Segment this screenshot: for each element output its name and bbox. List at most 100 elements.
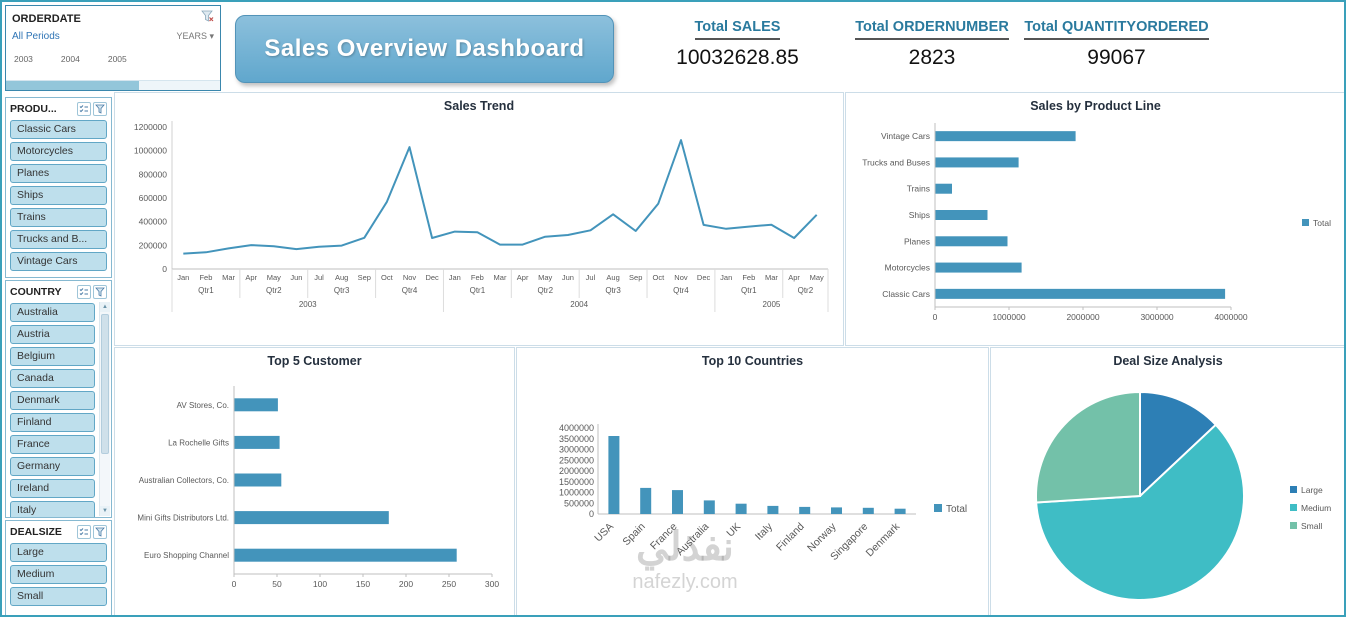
top-10-countries-bar-chart: 0500000100000015000002000000250000030000… <box>559 423 967 563</box>
kpi-total-ordernumber-label: Total ORDERNUMBER <box>855 19 1009 40</box>
slicer-item[interactable]: Medium <box>10 565 107 584</box>
svg-text:Nov: Nov <box>674 273 688 282</box>
svg-text:AV Stores, Co.: AV Stores, Co. <box>177 401 229 410</box>
svg-text:Apr: Apr <box>788 273 800 282</box>
slicer-dealsize: DEALSIZE Large Medium Small <box>5 520 112 615</box>
slicer-productline-items: Classic Cars Motorcycles Planes Ships Trains… <box>6 118 111 277</box>
slicer-item[interactable]: Denmark <box>10 391 95 410</box>
svg-text:Qtr3: Qtr3 <box>334 286 350 295</box>
scrollbar[interactable]: ▲ ▼ <box>99 302 110 516</box>
sales-trend-line-chart: 0 200000 400000 600000 800000 1000000 1200000 J… <box>134 121 829 312</box>
svg-text:Jun: Jun <box>290 273 302 282</box>
slicer-item[interactable]: Ships <box>10 186 107 205</box>
scroll-thumb[interactable] <box>101 314 109 454</box>
svg-text:4000000: 4000000 <box>1214 312 1247 322</box>
svg-text:3000000: 3000000 <box>1140 312 1173 322</box>
svg-text:500000: 500000 <box>564 498 594 508</box>
clear-filter-icon[interactable] <box>93 101 107 116</box>
slicer-item[interactable]: Planes <box>10 164 107 183</box>
svg-text:Finland: Finland <box>774 521 807 554</box>
timeline-year-2004[interactable]: 2004 <box>60 54 80 64</box>
svg-text:Feb: Feb <box>199 273 212 282</box>
kpi-total-sales: Total SALES 10032628.85 <box>650 18 825 70</box>
slicer-item[interactable]: Australia <box>10 303 95 322</box>
svg-text:Planes: Planes <box>904 236 930 246</box>
clear-filter-icon[interactable] <box>201 10 214 28</box>
chart-title-sales-by-product-line: Sales by Product Line <box>1030 99 1161 113</box>
top-5-customer-bar-chart: AV Stores, Co. La Rochelle Gifts Australia… <box>137 386 499 589</box>
kpi-total-ordernumber: Total ORDERNUMBER 2823 <box>842 18 1022 70</box>
svg-text:USA: USA <box>592 521 616 545</box>
panel-sales-trend: Sales Trend 0 200000 400000 600000 800000 100… <box>114 92 844 346</box>
page-title: Sales Overview Dashboard <box>264 35 585 62</box>
timeline-granularity-value: YEARS <box>176 31 207 41</box>
slicer-productline: PRODU... Classic Cars Motorcycles Planes Sh… <box>5 97 112 278</box>
multi-select-icon[interactable] <box>77 524 91 539</box>
svg-text:Mini Gifts Distributors Ltd.: Mini Gifts Distributors Ltd. <box>137 514 229 523</box>
svg-text:Vintage Cars: Vintage Cars <box>881 131 930 141</box>
scroll-down-icon[interactable]: ▼ <box>100 506 110 516</box>
svg-text:Dec: Dec <box>425 273 439 282</box>
svg-text:May: May <box>538 273 552 282</box>
multi-select-icon[interactable] <box>77 284 91 299</box>
svg-text:Jan: Jan <box>449 273 461 282</box>
svg-text:Medium: Medium <box>1301 503 1331 513</box>
dashboard-title-banner: Sales Overview Dashboard <box>235 15 614 83</box>
timeline-year-2003[interactable]: 2003 <box>14 54 33 64</box>
slicer-item[interactable]: Ireland <box>10 479 95 498</box>
svg-text:Mar: Mar <box>494 273 507 282</box>
scroll-up-icon[interactable]: ▲ <box>100 302 110 312</box>
slicer-item[interactable]: Canada <box>10 369 95 388</box>
slicer-item[interactable]: Motorcycles <box>10 142 107 161</box>
svg-text:Ships: Ships <box>909 210 930 220</box>
clear-filter-icon[interactable] <box>93 284 107 299</box>
svg-text:1000000: 1000000 <box>992 312 1025 322</box>
slicer-item[interactable]: Belgium <box>10 347 95 366</box>
timeline-period-label: All Periods <box>12 31 60 42</box>
multi-select-icon[interactable] <box>77 101 91 116</box>
slicer-item[interactable]: Austria <box>10 325 95 344</box>
kpi-total-ordernumber-value: 2823 <box>908 46 956 69</box>
slicer-country-items: Australia Austria Belgium Canada Denmark Finl… <box>6 301 99 517</box>
slicer-item[interactable]: Vintage Cars <box>10 252 107 271</box>
kpi-total-quantityordered: Total QUANTITYORDERED 99067 <box>1024 18 1209 70</box>
svg-text:200: 200 <box>399 579 413 589</box>
svg-text:Classic Cars: Classic Cars <box>882 289 930 299</box>
svg-text:Qtr4: Qtr4 <box>673 286 689 295</box>
slicer-dealsize-title: DEALSIZE <box>10 525 62 538</box>
slicer-item[interactable]: Finland <box>10 413 95 432</box>
svg-text:400000: 400000 <box>139 217 168 227</box>
svg-text:3500000: 3500000 <box>559 434 594 444</box>
timeline-selected-range[interactable] <box>6 81 139 90</box>
slicer-item[interactable]: Trucks and B... <box>10 230 107 249</box>
slicer-item[interactable]: Small <box>10 587 107 606</box>
svg-text:250: 250 <box>442 579 456 589</box>
kpi-total-sales-label: Total SALES <box>694 19 781 40</box>
slicer-item[interactable]: France <box>10 435 95 454</box>
svg-text:Qtr4: Qtr4 <box>402 286 418 295</box>
svg-text:0: 0 <box>589 509 594 519</box>
svg-text:300: 300 <box>485 579 499 589</box>
slicer-item[interactable]: Trains <box>10 208 107 227</box>
sales-by-product-line-bar-chart: Vintage Cars Trucks and Buses Trains Ships P… <box>862 123 1331 322</box>
svg-text:0: 0 <box>232 579 237 589</box>
slicer-item[interactable]: Italy <box>10 501 95 517</box>
svg-text:100: 100 <box>313 579 327 589</box>
svg-text:1000000: 1000000 <box>559 488 594 498</box>
timeline-title: ORDERDATE <box>12 13 81 25</box>
svg-text:Apr: Apr <box>245 273 257 282</box>
clear-filter-icon[interactable] <box>93 524 107 539</box>
timeline-selection-bar[interactable] <box>6 80 220 90</box>
timeline-year-2005[interactable]: 2005 <box>107 54 127 64</box>
slicer-country-title: COUNTRY <box>10 285 62 298</box>
slicer-item[interactable]: Large <box>10 543 107 562</box>
svg-text:4000000: 4000000 <box>559 423 594 433</box>
chart-title-deal-size-analysis: Deal Size Analysis <box>1113 354 1223 368</box>
timeline-slicer-orderdate: ORDERDATE All Periods YEARS ▾ 2003 2004 … <box>5 5 221 91</box>
slicer-item[interactable]: Germany <box>10 457 95 476</box>
slicer-item[interactable]: Classic Cars <box>10 120 107 139</box>
svg-text:Qtr1: Qtr1 <box>470 286 486 295</box>
svg-text:Euro Shopping Channel: Euro Shopping Channel <box>144 551 229 560</box>
timeline-granularity-dropdown[interactable]: YEARS ▾ <box>176 31 214 42</box>
svg-text:Jan: Jan <box>177 273 189 282</box>
